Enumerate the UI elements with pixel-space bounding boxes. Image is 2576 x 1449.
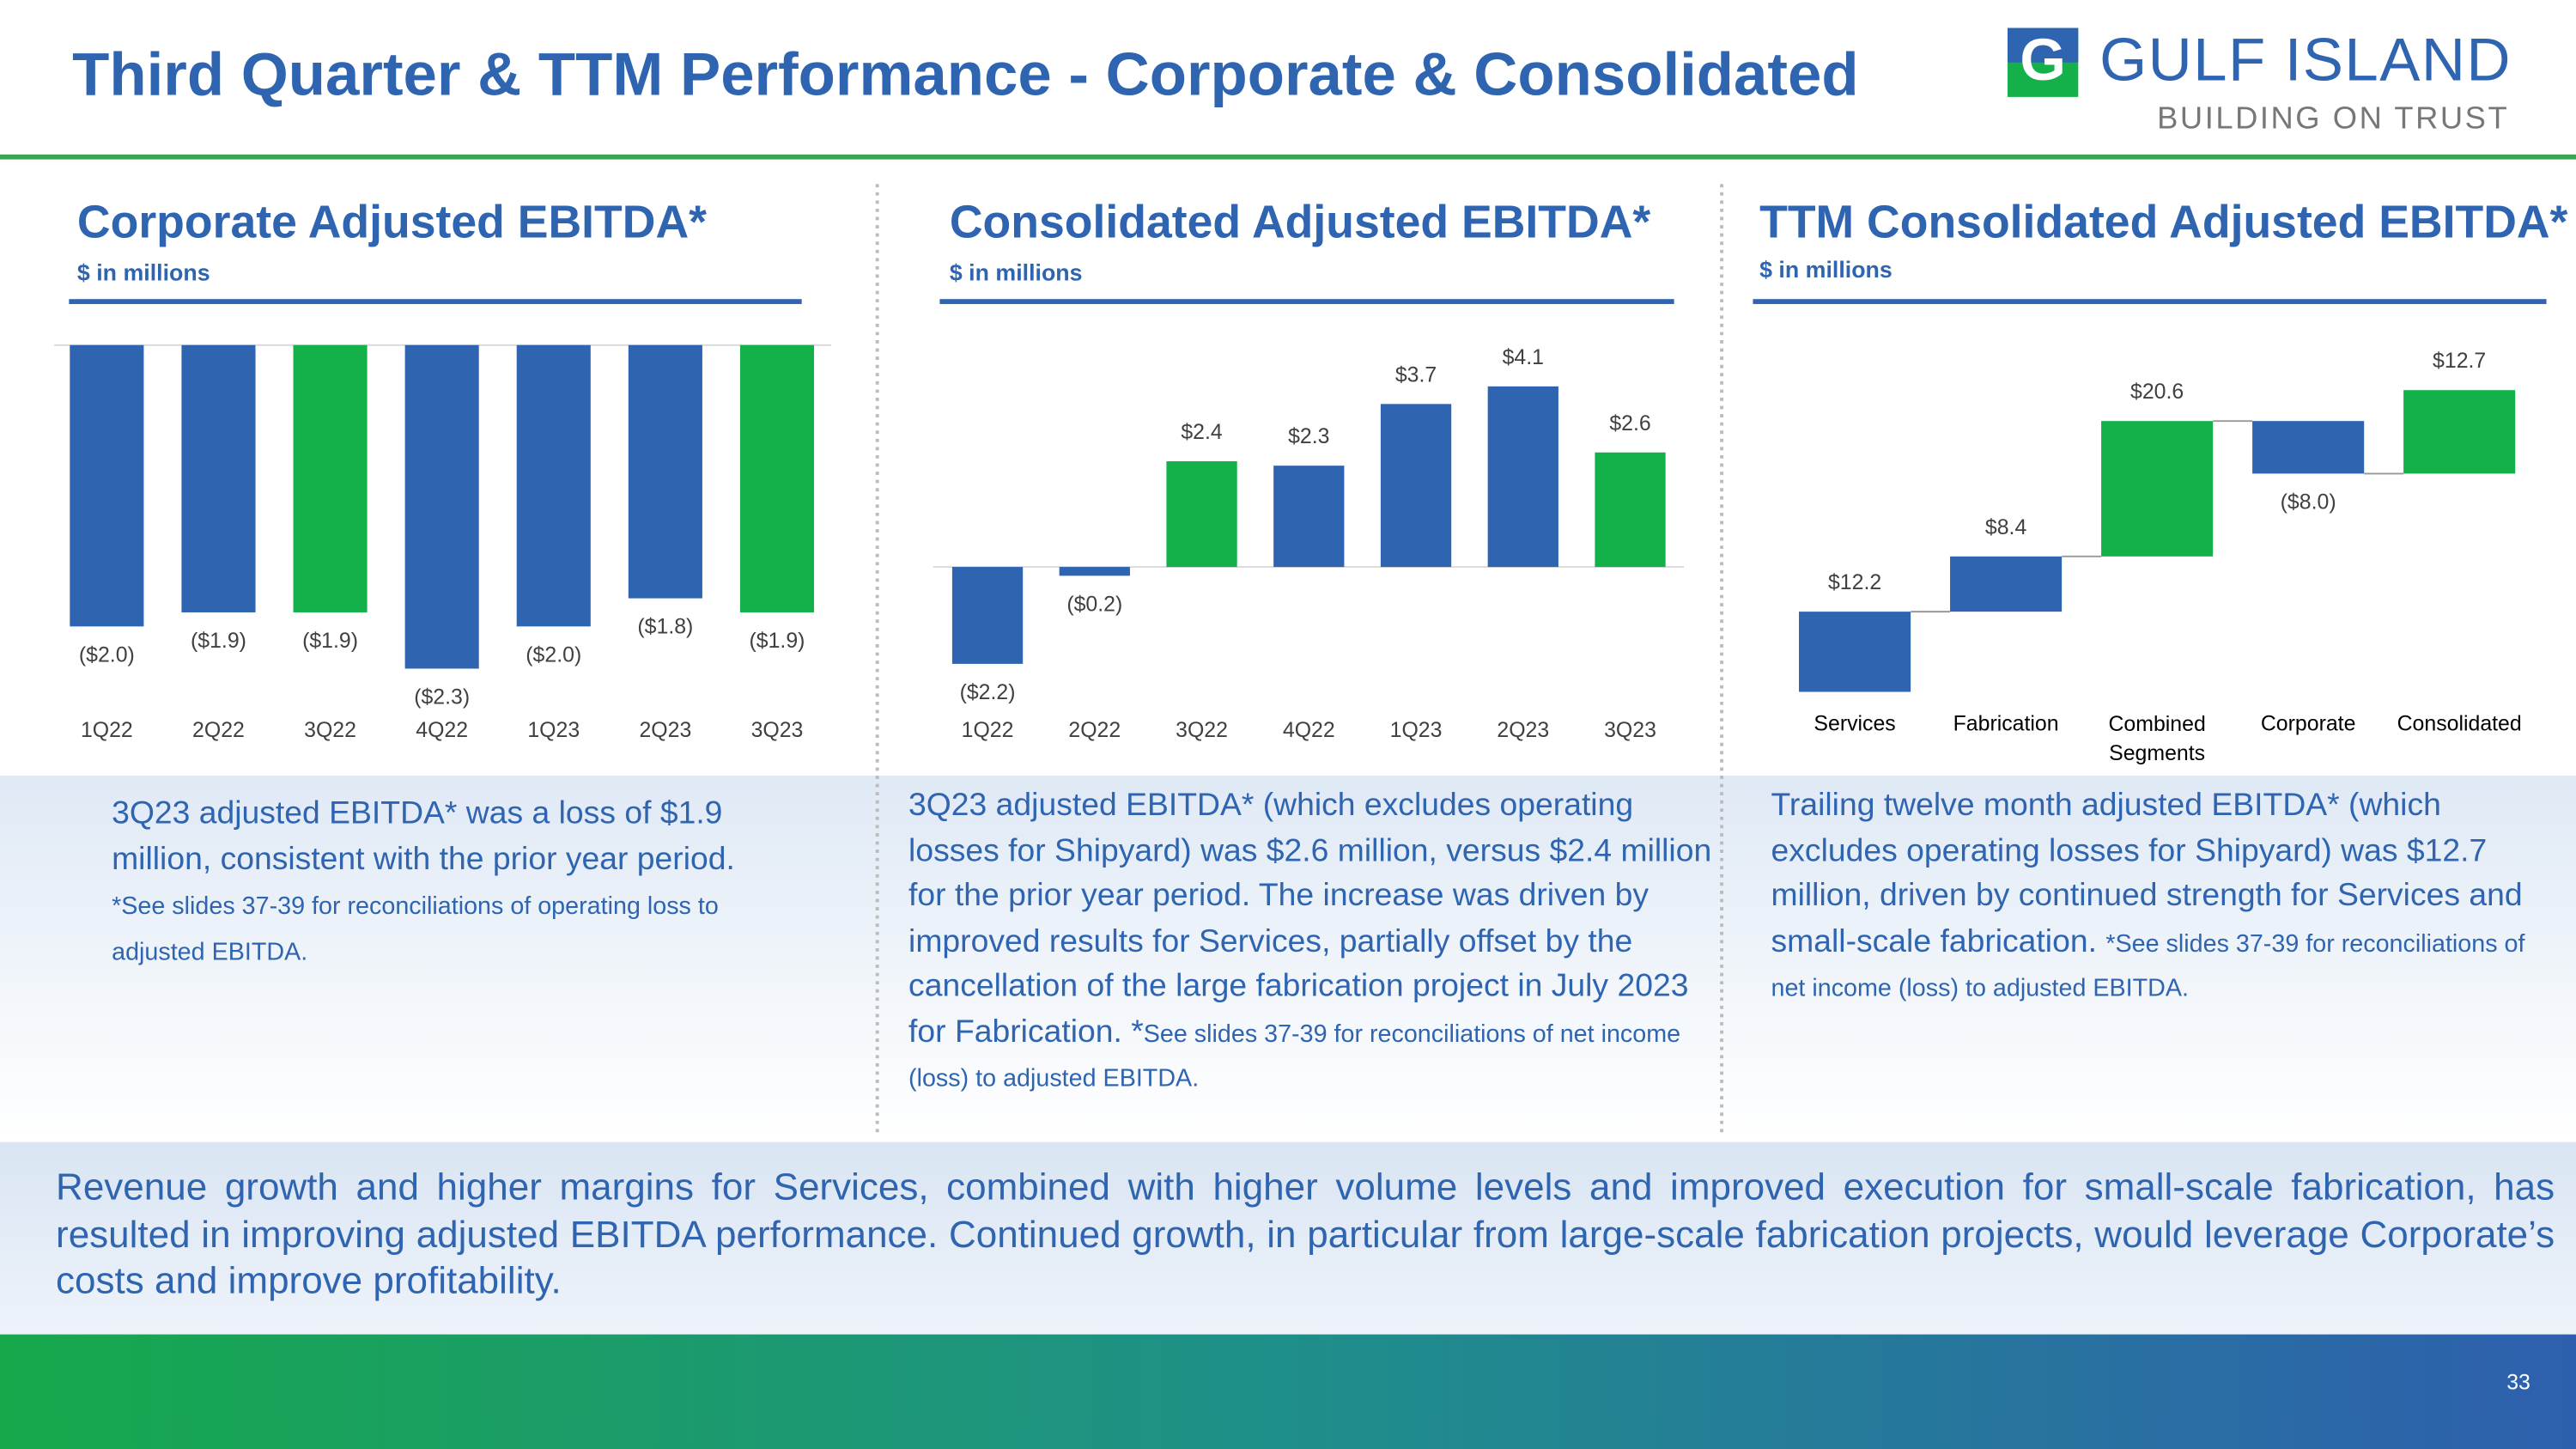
chart-subtitle: $ in millions — [1759, 257, 1893, 283]
bar — [951, 567, 1024, 664]
chart-rule — [69, 299, 802, 304]
value-label: ($1.9) — [750, 629, 805, 653]
chart-rule — [1753, 299, 2547, 304]
panel-note: *See slides 37-39 for reconciliations of… — [1771, 928, 2525, 1003]
chart-subtitle: $ in millions — [77, 260, 210, 286]
x-tick-label: 1Q23 — [527, 718, 580, 742]
value-label: ($2.0) — [79, 642, 135, 667]
value-label: $4.1 — [1503, 345, 1544, 369]
x-tick-label: 4Q22 — [1283, 718, 1335, 742]
bar — [1166, 461, 1237, 568]
value-label: ($8.0) — [2281, 490, 2336, 514]
x-tick-label: Combined Segments — [2108, 711, 2205, 764]
bar — [70, 344, 144, 627]
x-tick-label: 3Q23 — [1604, 718, 1656, 742]
bar — [1799, 612, 1911, 692]
x-tick-label: Fabrication — [1953, 711, 2059, 735]
chart-subtitle: $ in millions — [950, 260, 1083, 286]
bar — [2101, 421, 2214, 557]
value-label: $3.7 — [1395, 362, 1437, 387]
panel-body: Trailing twelve month adjusted EBITDA* (… — [1771, 787, 2523, 959]
value-label: $20.6 — [2130, 380, 2184, 404]
x-tick-label: Consolidated — [2397, 711, 2522, 735]
value-label: ($2.3) — [414, 685, 470, 709]
x-tick-label: 1Q23 — [1390, 718, 1443, 742]
bar — [739, 344, 815, 612]
bar — [2403, 390, 2516, 474]
panel-body: 3Q23 adjusted EBITDA* was a loss of $1.9… — [112, 795, 735, 877]
bar — [1950, 556, 2063, 612]
panel-text: Trailing twelve month adjusted EBITDA* (… — [1771, 784, 2536, 1010]
slide-title: Third Quarter & TTM Performance - Corpor… — [72, 41, 1858, 109]
x-tick-label: 3Q23 — [751, 718, 804, 742]
x-tick-label: 1Q22 — [962, 718, 1014, 742]
bar — [1059, 567, 1130, 576]
panel-note: See slides 37-39 for reconciliations of … — [908, 1020, 1681, 1093]
value-label: ($1.9) — [302, 629, 358, 653]
value-label: $2.4 — [1181, 420, 1223, 444]
bar — [181, 344, 256, 612]
value-label: $8.4 — [1985, 515, 2027, 539]
logo-g: G — [2020, 27, 2066, 93]
x-tick-label: Corporate — [2261, 711, 2356, 735]
chart-title: Corporate Adjusted EBITDA* — [77, 197, 707, 247]
value-label: $2.3 — [1288, 424, 1329, 448]
text-band — [0, 776, 2576, 1141]
x-tick-label: 2Q23 — [1497, 718, 1549, 742]
logo-tagline: BUILDING ON TRUST — [2157, 100, 2507, 135]
value-label: ($0.2) — [1066, 592, 1122, 616]
bar — [2252, 421, 2365, 474]
panel-text: 3Q23 adjusted EBITDA* (which excludes op… — [908, 784, 1714, 1100]
value-label: ($1.8) — [637, 615, 693, 639]
chart-title: Consolidated Adjusted EBITDA* — [950, 197, 1651, 247]
bar — [1595, 452, 1666, 568]
page-number: 33 — [2506, 1371, 2530, 1395]
panel-text: 3Q23 adjusted EBITDA* was a loss of $1.9… — [112, 792, 769, 972]
x-tick-label: 4Q22 — [416, 718, 468, 742]
panel-note: *See slides 37-39 for reconciliations of… — [112, 892, 719, 966]
title-rule — [0, 154, 2576, 160]
value-label: $12.7 — [2433, 349, 2486, 373]
logo-name: GULF ISLAND — [2099, 26, 2510, 94]
value-label: ($1.9) — [191, 629, 246, 653]
x-tick-label: 3Q22 — [304, 718, 356, 742]
bar — [293, 344, 368, 612]
value-label: $2.6 — [1609, 411, 1650, 435]
logo-mark-top — [2008, 27, 2079, 63]
panel-body: 3Q23 adjusted EBITDA* (which excludes op… — [908, 787, 1712, 1050]
logo: G GULF ISLAND BUILDING ON TRUST — [2008, 26, 2510, 135]
x-tick-label: 3Q22 — [1176, 718, 1228, 742]
chart-title: TTM Consolidated Adjusted EBITDA* — [1759, 197, 2567, 247]
bar — [628, 344, 702, 599]
x-tick-label: 2Q23 — [639, 718, 691, 742]
summary-band — [0, 1142, 2576, 1335]
value-label: $12.2 — [1828, 570, 1881, 594]
chart-rule — [939, 299, 1674, 304]
x-tick-label: 2Q22 — [192, 718, 245, 742]
summary: Revenue growth and higher margins for Se… — [56, 1165, 2555, 1302]
bar — [1380, 404, 1452, 568]
x-tick-label: 2Q22 — [1068, 718, 1121, 742]
footer-bar — [0, 1334, 2576, 1449]
bar — [1273, 466, 1345, 568]
bar — [516, 344, 591, 627]
x-tick-label: Services — [1814, 711, 1895, 735]
x-tick-label: 1Q22 — [81, 718, 133, 742]
bar — [1487, 386, 1558, 568]
value-label: ($2.0) — [526, 642, 581, 667]
bar — [404, 344, 479, 669]
value-label: ($2.2) — [960, 680, 1016, 704]
